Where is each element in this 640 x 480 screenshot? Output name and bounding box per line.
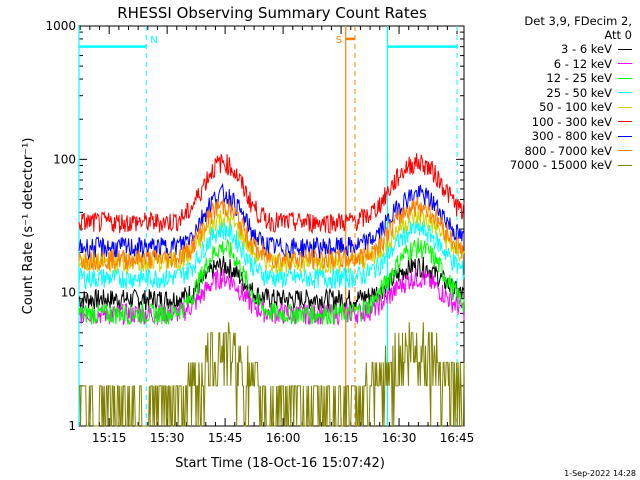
legend: Det 3,9, FDecim 2, Att 0 3 - 6 keV 6 - 12… [480, 14, 632, 173]
legend-label: 25 - 50 keV [546, 85, 612, 100]
legend-header-1: Det 3,9, FDecim 2, [524, 14, 632, 28]
legend-item: 6 - 12 keV [480, 57, 632, 72]
legend-label: 100 - 300 keV [531, 114, 612, 129]
series-line [79, 322, 465, 427]
legend-label: 50 - 100 keV [539, 100, 612, 115]
legend-swatch [618, 77, 632, 79]
series-line [78, 237, 465, 326]
annotation-label: S [336, 35, 342, 46]
legend-swatch [618, 164, 632, 166]
x-tick-label: 15:15 [92, 431, 127, 445]
legend-item: 800 - 7000 keV [480, 144, 632, 159]
legend-rows: 3 - 6 keV 6 - 12 keV 12 - 25 keV 25 - 50 ke… [480, 42, 632, 173]
legend-label: 7000 - 15000 keV [509, 158, 612, 173]
legend-label: 3 - 6 keV [561, 42, 612, 57]
y-tick-label: 1 [68, 419, 76, 433]
y-tick-label: 100 [53, 152, 76, 166]
x-tick-label: 16:30 [382, 431, 417, 445]
x-tick-label: 15:30 [150, 431, 185, 445]
legend-header-2: Att 0 [604, 28, 632, 42]
x-tick-label: 15:45 [208, 431, 243, 445]
x-tick-label: 16:45 [440, 431, 475, 445]
series-line [78, 219, 465, 290]
legend-label: 300 - 800 keV [531, 129, 612, 144]
legend-swatch [618, 92, 632, 94]
legend-label: 6 - 12 keV [553, 56, 612, 71]
axis-layer: 1 10 100 1000 15:15 15:30 15:45 16:00 16:15 16:30… [45, 19, 474, 445]
chart-title: RHESSI Observing Summary Count Rates [117, 4, 427, 22]
x-tick-label: 16:15 [324, 431, 359, 445]
legend-item: 25 - 50 keV [480, 86, 632, 101]
x-tick-label: 16:00 [266, 431, 301, 445]
legend-label: 12 - 25 keV [546, 71, 612, 86]
y-tick-label: 1000 [45, 19, 76, 33]
timestamp-footer: 1-Sep-2022 14:28 [564, 469, 636, 478]
y-axis-label: Count Rate (s⁻¹ detector⁻¹) [21, 138, 36, 315]
legend-item: 12 - 25 keV [480, 71, 632, 86]
y-tick-label: 10 [61, 286, 76, 300]
legend-swatch [618, 106, 632, 108]
legend-item: 50 - 100 keV [480, 100, 632, 115]
legend-swatch [618, 63, 632, 65]
legend-label: 800 - 7000 keV [524, 143, 612, 158]
series-line [78, 208, 465, 275]
legend-item: 7000 - 15000 keV [480, 158, 632, 173]
x-axis-label: Start Time (18-Oct-16 15:07:42) [175, 456, 385, 471]
legend-swatch [618, 121, 632, 123]
annotation-label: N [150, 35, 157, 46]
series-line [78, 153, 465, 235]
legend-swatch [618, 135, 632, 137]
legend-item: 3 - 6 keV [480, 42, 632, 57]
legend-item: 100 - 300 keV [480, 115, 632, 130]
legend-swatch [618, 48, 632, 50]
legend-swatch [618, 150, 632, 152]
series-layer [78, 153, 465, 427]
legend-item: 300 - 800 keV [480, 129, 632, 144]
series-line [78, 196, 465, 272]
